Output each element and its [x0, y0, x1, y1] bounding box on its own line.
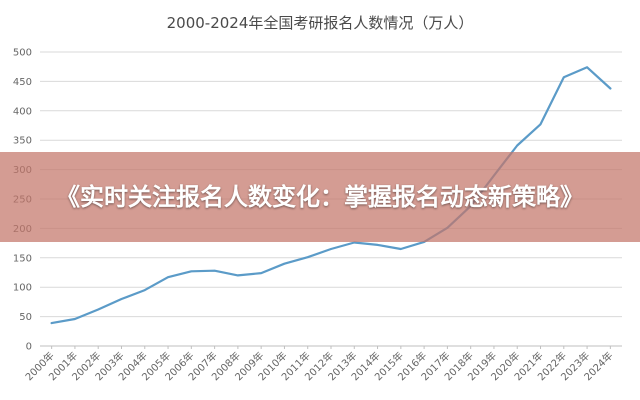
- data-point: [190, 270, 193, 273]
- y-tick-label: 0: [26, 342, 32, 353]
- data-point: [260, 272, 262, 274]
- data-point: [330, 248, 332, 250]
- data-point: [563, 76, 565, 79]
- y-tick-label: 450: [13, 77, 32, 88]
- data-point: [609, 87, 612, 90]
- data-point: [143, 289, 146, 291]
- data-point: [539, 123, 542, 126]
- headline-banner: 《实时关注报名人数变化：掌握报名动态新策略》: [0, 152, 640, 242]
- data-point: [353, 241, 356, 244]
- y-tick-label: 50: [19, 312, 32, 323]
- chart-title: 2000-2024年全国考研报名人数情况（万人）: [167, 14, 474, 32]
- data-point: [97, 308, 99, 311]
- y-tick-label: 400: [13, 106, 32, 117]
- data-point: [120, 298, 123, 300]
- y-tick-label: 350: [13, 136, 32, 147]
- x-axis-ticks: 2000年2001年2002年2003年2004年2005年2006年2007年…: [22, 346, 615, 383]
- data-point: [376, 244, 379, 246]
- y-tick-label: 500: [13, 48, 32, 59]
- data-point: [516, 144, 519, 147]
- headline-text: 《实时关注报名人数变化：掌握报名动态新策略》: [56, 183, 584, 211]
- data-point: [167, 276, 169, 279]
- data-point: [400, 248, 402, 250]
- data-point: [237, 274, 239, 277]
- data-point: [586, 66, 588, 69]
- data-point: [74, 318, 76, 320]
- data-point: [50, 322, 53, 324]
- y-tick-label: 150: [13, 253, 32, 264]
- y-tick-label: 100: [13, 283, 32, 294]
- data-point: [283, 262, 286, 265]
- data-point: [306, 256, 309, 259]
- data-point: [213, 269, 216, 272]
